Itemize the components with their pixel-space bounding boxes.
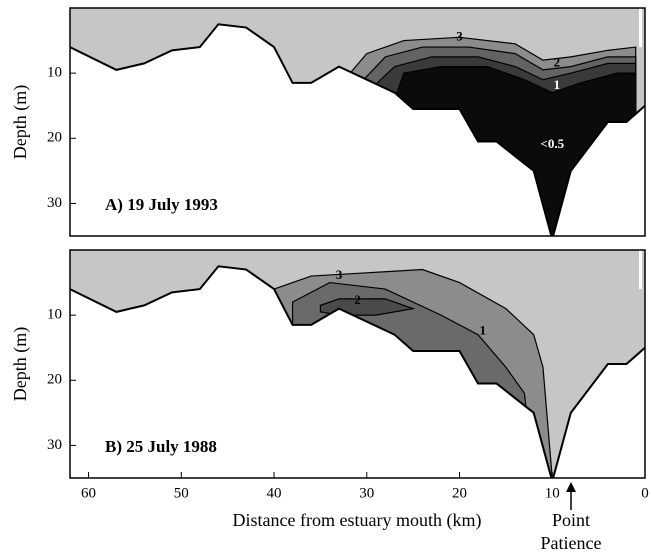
y-tick-label: 10 [47, 65, 62, 81]
x-tick-label: 0 [641, 485, 649, 501]
x-tick-label: 10 [545, 485, 560, 501]
panel: 3 2 1 <0.5 A) 19 July 1993 10 20 30 Depth (m) [10, 7, 646, 237]
panel-label: A) 19 July 1993 [105, 195, 218, 214]
contour-label: 3 [456, 28, 463, 43]
mouth-bar [639, 250, 642, 290]
plot-area [70, 250, 645, 478]
y-tick-label: 30 [47, 437, 62, 453]
contour-label: 2 [554, 54, 561, 69]
contour-label: 2 [354, 292, 361, 307]
contour-label: 1 [554, 77, 561, 92]
y-axis-label: Depth (m) [10, 85, 31, 159]
x-tick-label: 50 [174, 485, 189, 501]
contour-label: <0.5 [540, 136, 564, 151]
y-axis-label: Depth (m) [10, 327, 31, 401]
y-tick-label: 20 [47, 130, 62, 146]
seabed [70, 266, 645, 478]
annotation: Patience [541, 533, 602, 553]
arrow-head [566, 482, 576, 492]
x-tick-label: 40 [267, 485, 282, 501]
seabed [70, 24, 645, 236]
frame [69, 249, 646, 479]
annotation: Point [552, 510, 590, 530]
contour-label: 3 [336, 267, 343, 282]
x-tick-label: 60 [81, 485, 96, 501]
frame [69, 7, 646, 237]
bathymetry-line [70, 265, 645, 478]
panel: 32 1 B) 25 July 1988 10 20 30 Depth (m) 60 50 40 3… [10, 249, 649, 553]
mouth-bar [639, 8, 642, 48]
y-tick-label: 30 [47, 195, 62, 211]
bathymetry-line [70, 23, 645, 236]
x-axis-label: Distance from estuary mouth (km) [233, 510, 482, 531]
contour-label: 1 [479, 322, 486, 337]
y-tick-label: 20 [47, 372, 62, 388]
panel-label: B) 25 July 1988 [105, 437, 217, 456]
plot-area [70, 8, 645, 236]
y-tick-label: 10 [47, 307, 62, 323]
x-tick-label: 30 [359, 485, 374, 501]
x-tick-label: 20 [452, 485, 467, 501]
